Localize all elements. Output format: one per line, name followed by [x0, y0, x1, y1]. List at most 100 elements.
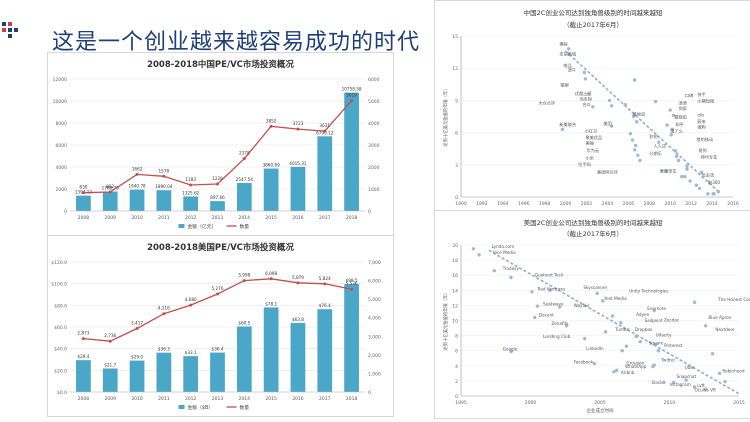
x-tick: 2002 [581, 201, 593, 207]
point-label: Seatwave [543, 301, 564, 306]
y-tick: 12 [452, 303, 458, 309]
point-label: 人人贷 [653, 143, 666, 150]
y-tick-right: 0 [368, 209, 371, 215]
data-point [582, 70, 587, 75]
y-tick-right: 2,000 [368, 353, 381, 359]
point-label: Tradesy [502, 266, 520, 271]
y-tick-left: 4000 [56, 165, 68, 171]
point-label: Adyen [636, 312, 650, 317]
y-tick-right: 5000 [368, 99, 380, 105]
data-point [656, 349, 661, 353]
count-point [189, 303, 193, 307]
bar-value-label: 1890.04 [155, 184, 173, 189]
data-point [703, 324, 708, 328]
legend-label-count: 数量 [240, 404, 250, 411]
data-point [653, 342, 658, 347]
y-tick-left: 10000 [53, 99, 67, 105]
data-point [620, 349, 624, 353]
point-label: Sailpoint [644, 318, 663, 323]
point-label: 新美联合 [559, 121, 577, 128]
data-point [652, 308, 656, 313]
data-point [716, 189, 721, 194]
data-point [685, 167, 689, 171]
bar-value-label: 1325.62 [182, 190, 200, 195]
count-value-label: 862 [106, 184, 114, 189]
bar [317, 309, 333, 392]
count-point [81, 337, 85, 341]
legend-swatch-amount [178, 224, 185, 228]
data-point [671, 380, 676, 385]
data-point [624, 344, 629, 348]
bar [344, 92, 359, 211]
y-tick-left: $40.0 [54, 347, 67, 353]
y-tick: 2 [455, 379, 458, 385]
legend-label-amount: 金额（亿元） [188, 223, 217, 230]
point-label: WhatsApp [625, 364, 647, 369]
count-value-label: 3723 [293, 121, 304, 126]
x-tick: 1990 [455, 201, 467, 207]
data-point [592, 361, 597, 366]
bar-value-label: $99.5 [346, 278, 358, 283]
bar-value-label: 1940.78 [128, 184, 146, 189]
bar-value-label: $36.4 [212, 347, 224, 352]
bar-value-label: $29.0 [131, 355, 143, 360]
data-point [683, 174, 687, 179]
x-tick: 2000 [525, 400, 537, 406]
y-tick-right: 2000 [368, 165, 380, 171]
point-label: 唯品 [564, 62, 572, 69]
data-point [619, 321, 623, 325]
legend-label-amount: 金额（$B） [188, 404, 214, 411]
count-point [242, 157, 246, 161]
point-label: Yext Media [603, 296, 627, 301]
data-point [530, 290, 534, 294]
y-tick-right: 3000 [368, 143, 380, 149]
point-label: Google [503, 347, 518, 352]
point-label: Groupon [626, 360, 644, 365]
bar [129, 189, 145, 211]
point-label: Vice Media [493, 250, 516, 255]
data-point [710, 352, 715, 356]
count-point [350, 99, 354, 103]
us-pevc-chart-panel: 2008-2018美国PE/VC市场投资概况 $0.0 $20.0 $40.0 $60.… [47, 235, 394, 417]
point-label: 聚美优品 [585, 134, 602, 141]
data-point [669, 133, 673, 137]
trend-line [565, 50, 718, 192]
y-tick: 18 [452, 258, 458, 264]
count-value-label: 4,680 [185, 297, 197, 302]
x-tick: 2018 [346, 215, 358, 221]
y-tick-left: $60.0 [54, 325, 67, 331]
y-tick: 15 [452, 34, 458, 40]
count-value-label: 5,536 [346, 281, 358, 286]
point-label: 美团 [603, 120, 611, 127]
point-label: 美柚 [585, 139, 593, 146]
chart-title: 美国2C创业公司达到独角兽级别的时间越来越短 [524, 218, 663, 227]
x-tick: 2014 [239, 396, 251, 402]
x-tick: 2008 [644, 201, 656, 207]
count-point [269, 277, 273, 281]
count-value-label: 3631 [319, 123, 330, 128]
point-label: 神州专车 [701, 153, 718, 160]
data-point [723, 379, 727, 384]
x-tick: 2009 [105, 215, 117, 221]
data-point [623, 102, 627, 107]
count-value-label: 5019 [346, 93, 357, 98]
count-point [162, 174, 166, 178]
count-value-label: 3,417 [131, 321, 143, 326]
data-point [631, 114, 636, 119]
x-tick: 2014 [706, 201, 718, 207]
x-tick: 2012 [185, 396, 197, 402]
count-value-label: 5,998 [238, 273, 250, 278]
count-value-label: 5,276 [212, 286, 224, 291]
data-point [670, 127, 675, 132]
data-point [674, 154, 679, 158]
bar [76, 195, 91, 211]
data-point [509, 349, 513, 354]
china-unicorn-scatter: 中国2C创业公司达到独角兽级别的时间越来越短 （截止2017年6月） 0 3 6 9 12 1… [442, 8, 739, 207]
data-point [634, 143, 638, 148]
bar-value-label: $63.8 [292, 317, 304, 322]
data-point [535, 304, 540, 308]
data-point [614, 368, 619, 373]
point-label: 优酷土豆 [575, 90, 592, 97]
x-tick: 2005 [594, 400, 606, 406]
bar-value-label: 10758.58 [342, 87, 362, 92]
